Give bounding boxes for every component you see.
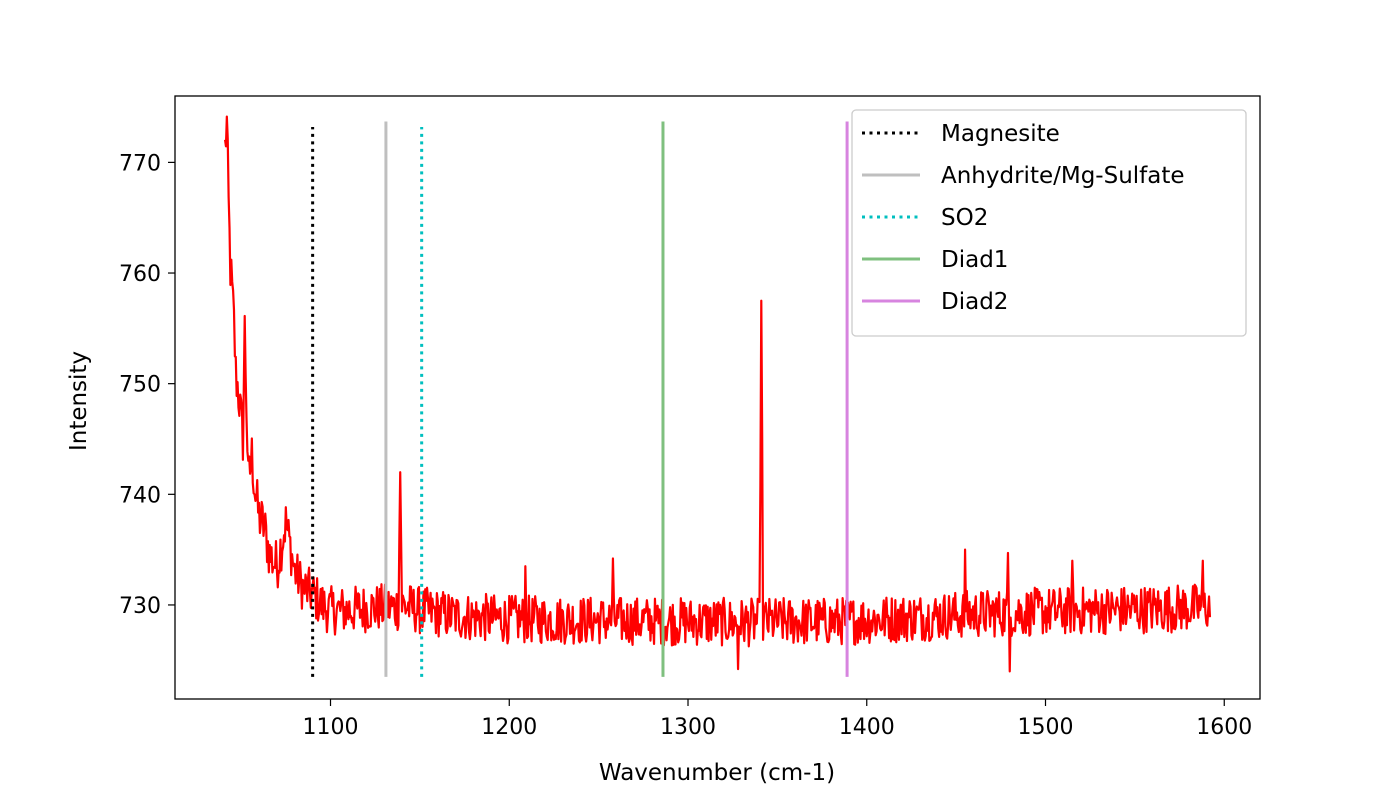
y-tick-label: 730: [119, 594, 161, 619]
x-tick-label: 1100: [303, 715, 359, 740]
x-tick-label: 1300: [660, 715, 716, 740]
x-tick-label: 1400: [839, 715, 895, 740]
y-axis-label: Intensity: [66, 351, 92, 451]
y-tick-label: 750: [119, 373, 161, 398]
plot-frame: [174, 95, 1261, 700]
x-axis: 1100 1200 1300 1400 1500 1600: [303, 699, 1252, 740]
legend-label: Diad2: [941, 289, 1008, 315]
legend-box: [851, 109, 1247, 337]
legend-label: Anhydrite/Mg-Sulfate: [941, 163, 1185, 189]
legend-label: Magnesite: [941, 121, 1060, 147]
y-tick-label: 740: [119, 483, 161, 508]
x-tick-label: 1200: [481, 715, 537, 740]
x-axis-label: Wavenumber (cm-1): [599, 760, 835, 786]
spectrum-line: [223, 115, 1212, 673]
y-axis: 730 740 750 760 770: [119, 151, 175, 619]
legend-label: SO2: [941, 205, 988, 231]
series-layer: [223, 115, 1212, 677]
x-tick-label: 1600: [1196, 715, 1252, 740]
legend: Magnesite Anhydrite/Mg-Sulfate SO2 Diad1 Dia…: [851, 109, 1247, 337]
y-tick-label: 760: [119, 262, 161, 287]
y-tick-label: 770: [119, 151, 161, 176]
x-tick-label: 1500: [1018, 715, 1074, 740]
legend-label: Diad1: [941, 247, 1008, 273]
